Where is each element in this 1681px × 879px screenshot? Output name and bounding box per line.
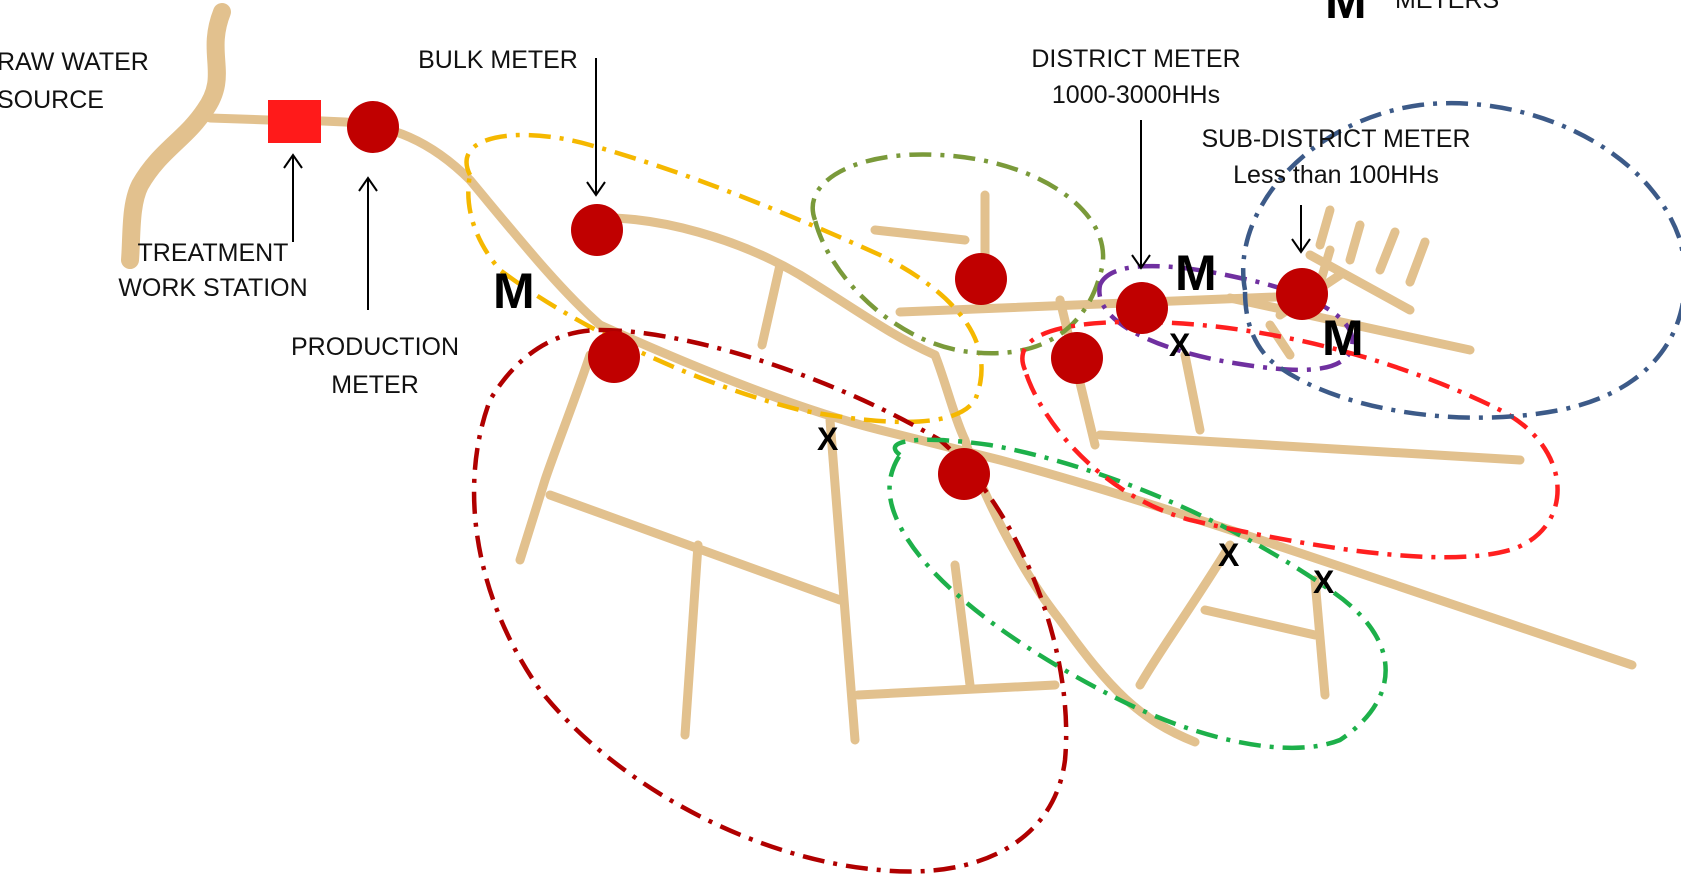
- sub-district-label-line2: Less than 100HHs: [1233, 161, 1439, 189]
- zone-blue-boundary: [1241, 100, 1681, 420]
- production-meter-dot: [347, 101, 399, 153]
- zone-purple-boundary: [1097, 263, 1355, 373]
- treatment-arrow: [283, 153, 303, 242]
- district-meter-arrow: [1131, 120, 1151, 270]
- meter-marker-m: M: [1322, 310, 1364, 366]
- bulk-meter-arrow: [586, 58, 606, 197]
- meter-dot: [1051, 332, 1103, 384]
- zone-boundaries: [464, 100, 1681, 874]
- production-arrow: [358, 176, 378, 310]
- valve-marker-x: X: [1169, 327, 1191, 363]
- legend-meters-label: METERS: [1395, 0, 1499, 14]
- sub-district-meter-arrow: [1291, 205, 1311, 254]
- raw-water-river: [121, 3, 231, 269]
- valve-marker-x: X: [817, 421, 839, 457]
- raw-water-label-line2: SOURCE: [0, 86, 104, 114]
- production-label-line1: PRODUCTION: [291, 333, 459, 361]
- zone-green-boundary: [887, 437, 1388, 751]
- bulk-meter-dot: [571, 204, 623, 256]
- raw-water-label-line1: RAW WATER: [0, 48, 149, 76]
- district-meter-label-line2: 1000-3000HHs: [1052, 81, 1220, 109]
- treatment-label-line2: WORK STATION: [118, 274, 307, 302]
- district-meter-label-line1: DISTRICT METER: [1031, 45, 1240, 73]
- meter-marker-m: M: [493, 263, 535, 319]
- meter-dot: [588, 331, 640, 383]
- district-meter-dot: [1116, 282, 1168, 334]
- meter-dot: [955, 253, 1007, 305]
- meter-marker-m: M: [1175, 245, 1217, 301]
- pointer-arrows: [283, 58, 1311, 310]
- legend-meter-symbol: M: [1325, 0, 1367, 29]
- zone-yellow-boundary: [464, 132, 984, 425]
- meter-dots: [347, 101, 1328, 500]
- zone-red-boundary: [1020, 319, 1560, 560]
- valve-marker-x: X: [1218, 537, 1240, 573]
- valve-marker-x: X: [1313, 564, 1335, 600]
- meter-dot: [938, 448, 990, 500]
- zone-olive-boundary: [810, 152, 1106, 356]
- treatment-label-line1: TREATMENT: [138, 239, 289, 267]
- sub-district-meter-dot: [1276, 268, 1328, 320]
- production-label-line2: METER: [331, 371, 419, 399]
- sub-district-label-line1: SUB-DISTRICT METER: [1202, 125, 1471, 153]
- bulk-meter-label: BULK METER: [418, 46, 578, 74]
- zone-darkred-boundary: [471, 327, 1069, 874]
- treatment-work-station-box: [268, 100, 321, 143]
